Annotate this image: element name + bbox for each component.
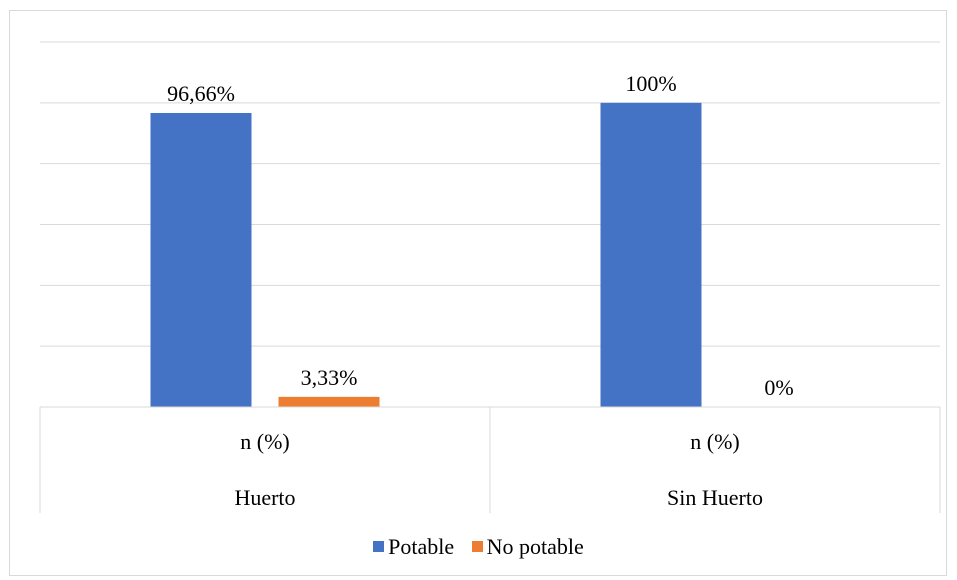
bar-no-potable [278,396,380,407]
legend-label-potable: Potable [388,533,455,559]
bar-potable [150,112,252,408]
legend-item-no-potable: No potable [471,533,584,560]
legend-swatch-potable [373,541,385,552]
legend: Potable No potable [0,532,957,560]
legend-item-potable: Potable [373,534,454,560]
bar-potable [600,102,702,407]
data-label: 0% [764,375,793,400]
category-label: Sin Huerto [667,485,763,510]
data-label: 100% [625,71,676,96]
legend-label-no-potable: No potable [486,533,584,559]
data-label: 3,33% [301,365,358,390]
category-axis: n (%) Huerto n (%) Sin Huerto [39,406,941,513]
bars [150,102,702,408]
data-labels: 96,66% 100% 3,33% 0% [167,71,794,400]
category-label: Huerto [234,485,295,510]
data-label: 96,66% [167,81,235,106]
category-sublabel: n (%) [240,429,289,454]
legend-swatch-no-potable [471,541,483,552]
category-sublabel: n (%) [690,429,739,454]
